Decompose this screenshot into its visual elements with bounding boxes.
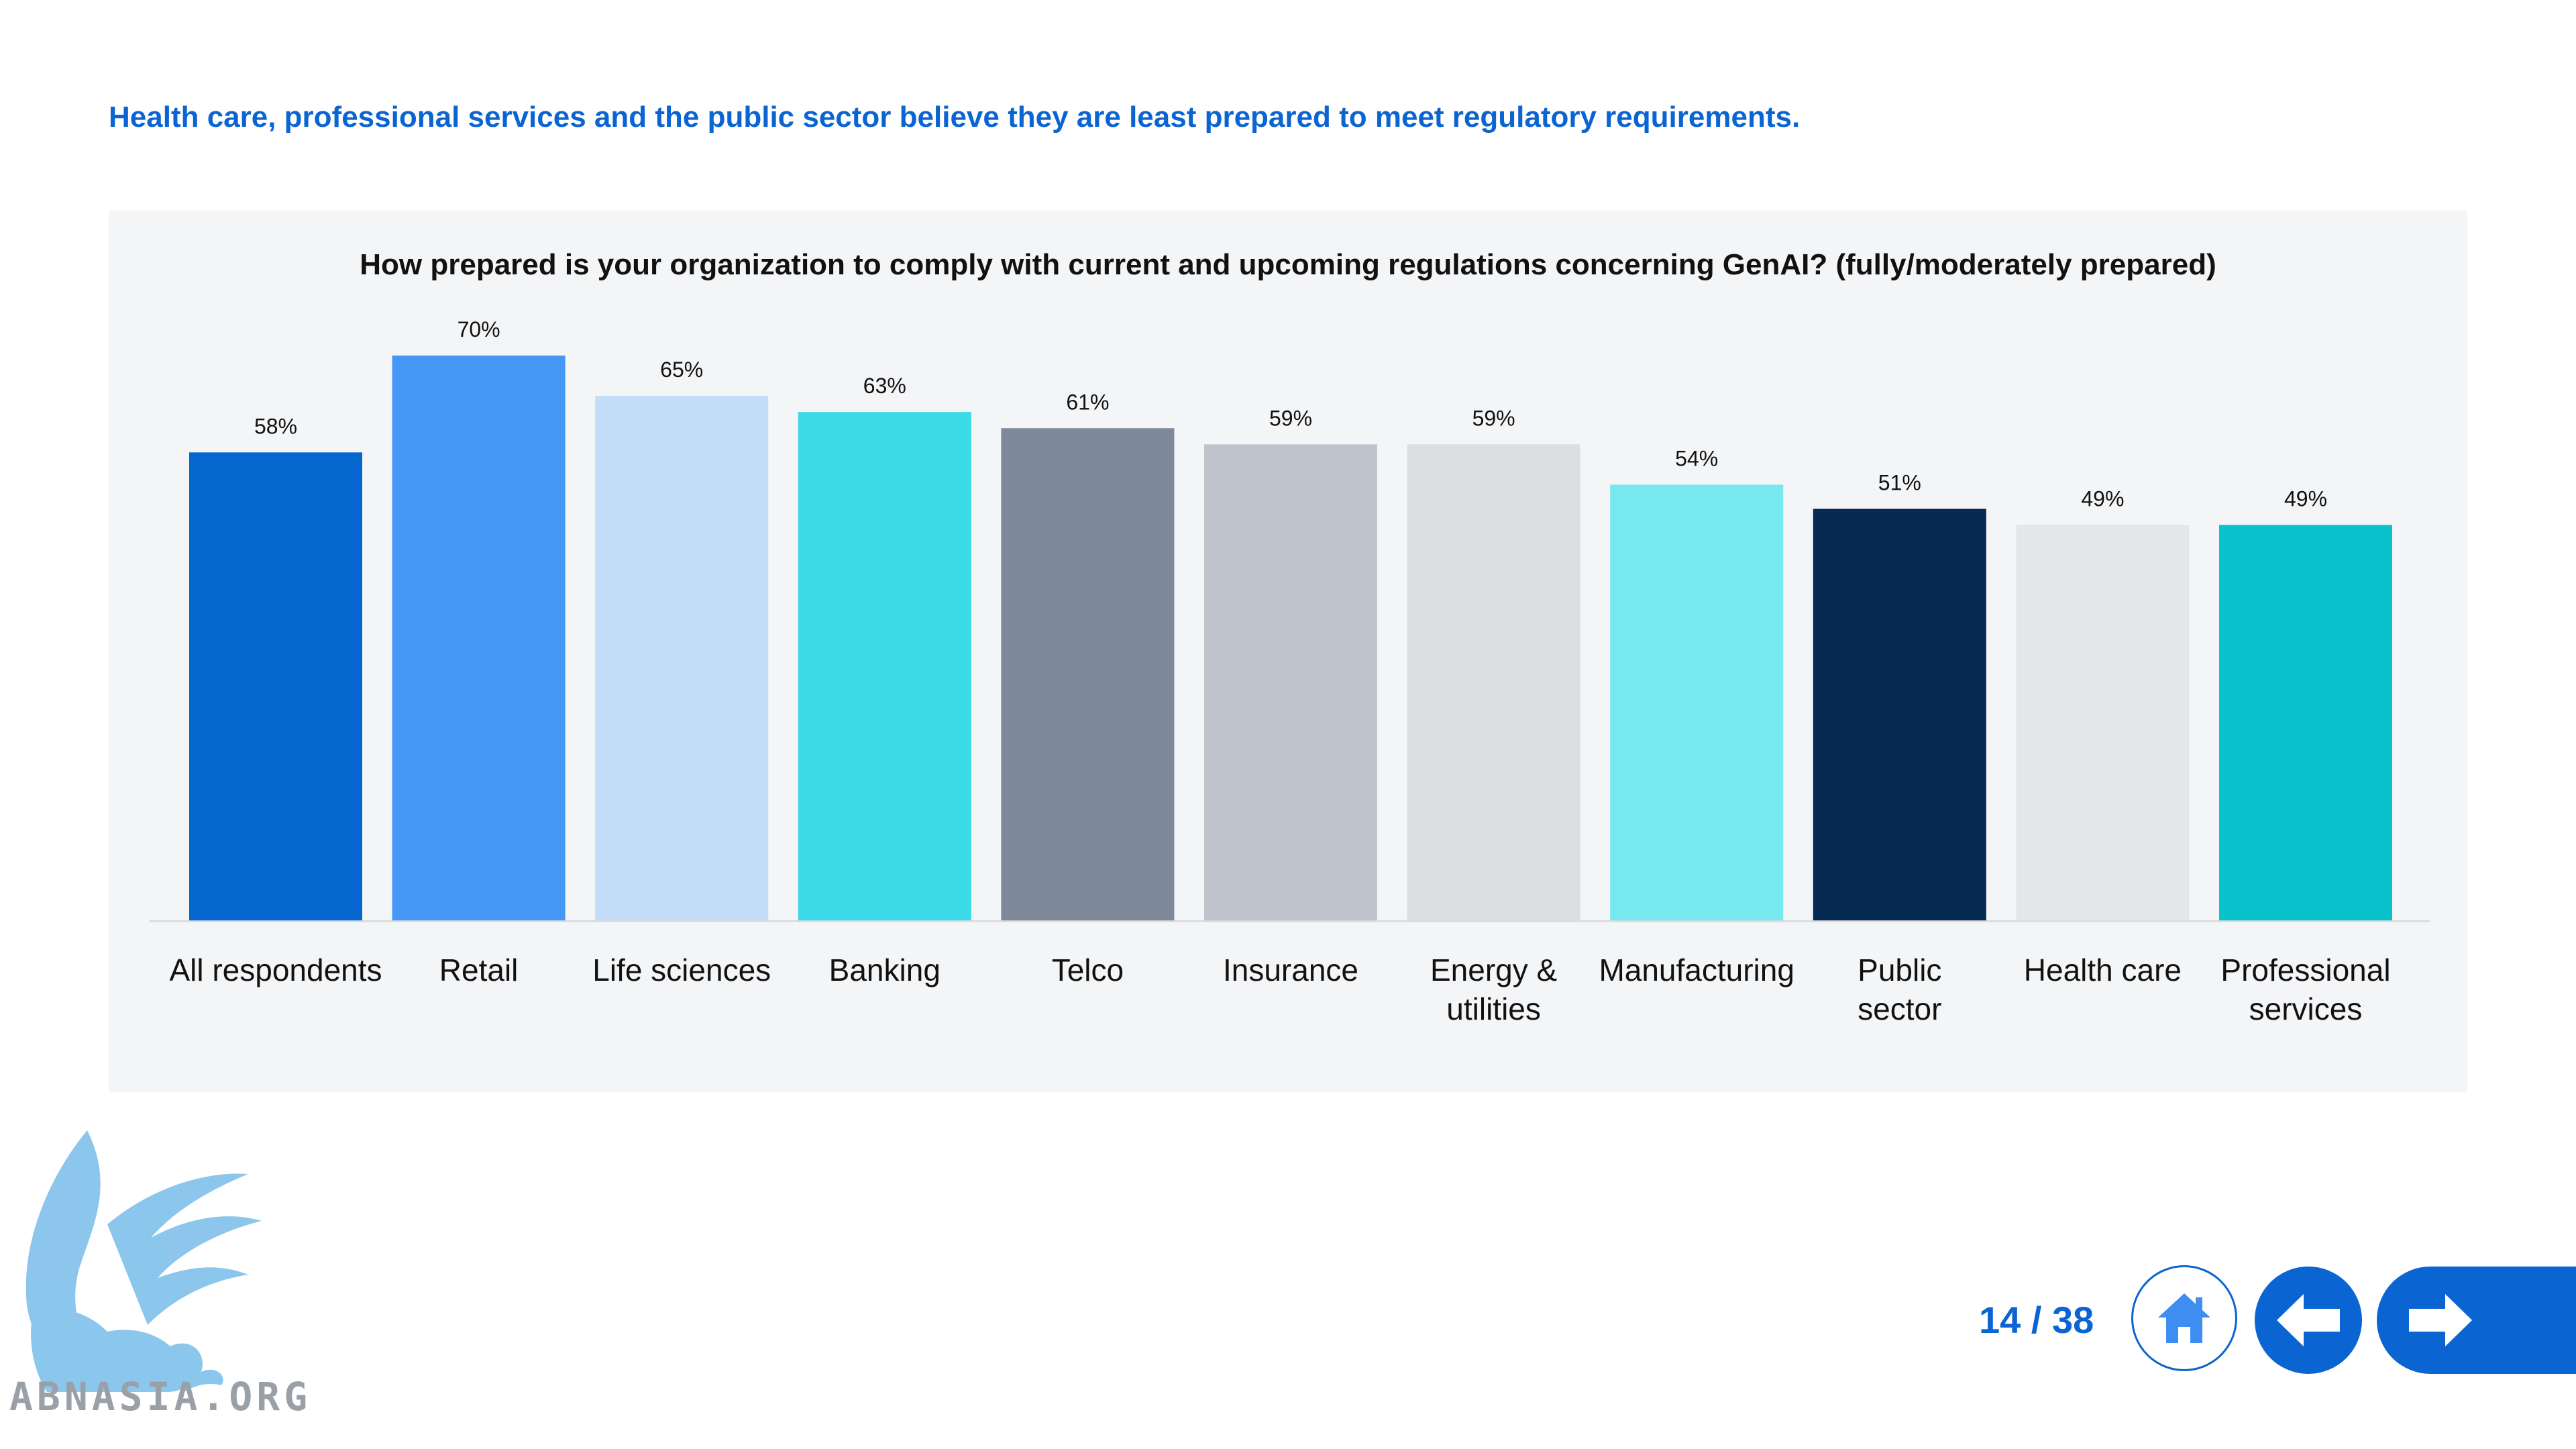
- home-button[interactable]: [2131, 1265, 2237, 1371]
- data-label: 59%: [1472, 406, 1515, 430]
- bar: [1204, 444, 1377, 920]
- category-label: Manufacturing: [1599, 953, 1794, 987]
- category-label: Life sciences: [592, 953, 771, 987]
- chart-panel: How prepared is your organization to com…: [109, 211, 2467, 1092]
- bar: [1813, 508, 1986, 920]
- next-button[interactable]: [2377, 1267, 2576, 1374]
- bar: [392, 356, 566, 920]
- category-label: Insurance: [1223, 953, 1358, 987]
- home-icon: [2158, 1293, 2210, 1343]
- data-label: 61%: [1066, 390, 1109, 414]
- category-label: All respondents: [169, 953, 382, 987]
- category-label: Retail: [439, 953, 519, 987]
- category-label: Public sector: [1858, 953, 1941, 1026]
- data-label: 59%: [1269, 406, 1312, 430]
- bar: [2219, 525, 2392, 920]
- page-indicator: 14 / 38: [1979, 1299, 2094, 1341]
- data-label: 65%: [660, 358, 703, 382]
- arrow-right-icon: [2409, 1294, 2472, 1346]
- bar: [1610, 484, 1784, 920]
- griffin-logo: [25, 1130, 262, 1392]
- bar: [2016, 525, 2190, 920]
- data-label: 54%: [1675, 446, 1718, 470]
- category-label: Energy & utilities: [1430, 953, 1557, 1026]
- chart-title: How prepared is your organization to com…: [360, 248, 2216, 281]
- bar-chart: 58% All respondents 70% Retail 65% Life scien…: [149, 317, 2430, 1026]
- watermark-text: ABNASIA.ORG: [9, 1374, 312, 1419]
- bar: [595, 396, 769, 920]
- category-label: Telco: [1052, 953, 1124, 987]
- data-label: 63%: [863, 374, 906, 398]
- bar: [189, 452, 362, 920]
- data-label: 49%: [2081, 487, 2124, 511]
- category-label: Professional services: [2220, 953, 2390, 1026]
- page-headline: Health care, professional services and t…: [109, 101, 1801, 133]
- data-label: 49%: [2284, 487, 2327, 511]
- category-label: Health care: [2024, 953, 2182, 987]
- data-label: 70%: [458, 317, 500, 341]
- bar: [1001, 428, 1175, 920]
- data-label: 51%: [1878, 471, 1921, 495]
- bar: [798, 412, 971, 920]
- bar: [1407, 444, 1580, 920]
- arrow-left-icon: [2277, 1294, 2340, 1346]
- data-label: 58%: [254, 414, 297, 438]
- category-label: Banking: [829, 953, 941, 987]
- back-button[interactable]: [2255, 1267, 2362, 1374]
